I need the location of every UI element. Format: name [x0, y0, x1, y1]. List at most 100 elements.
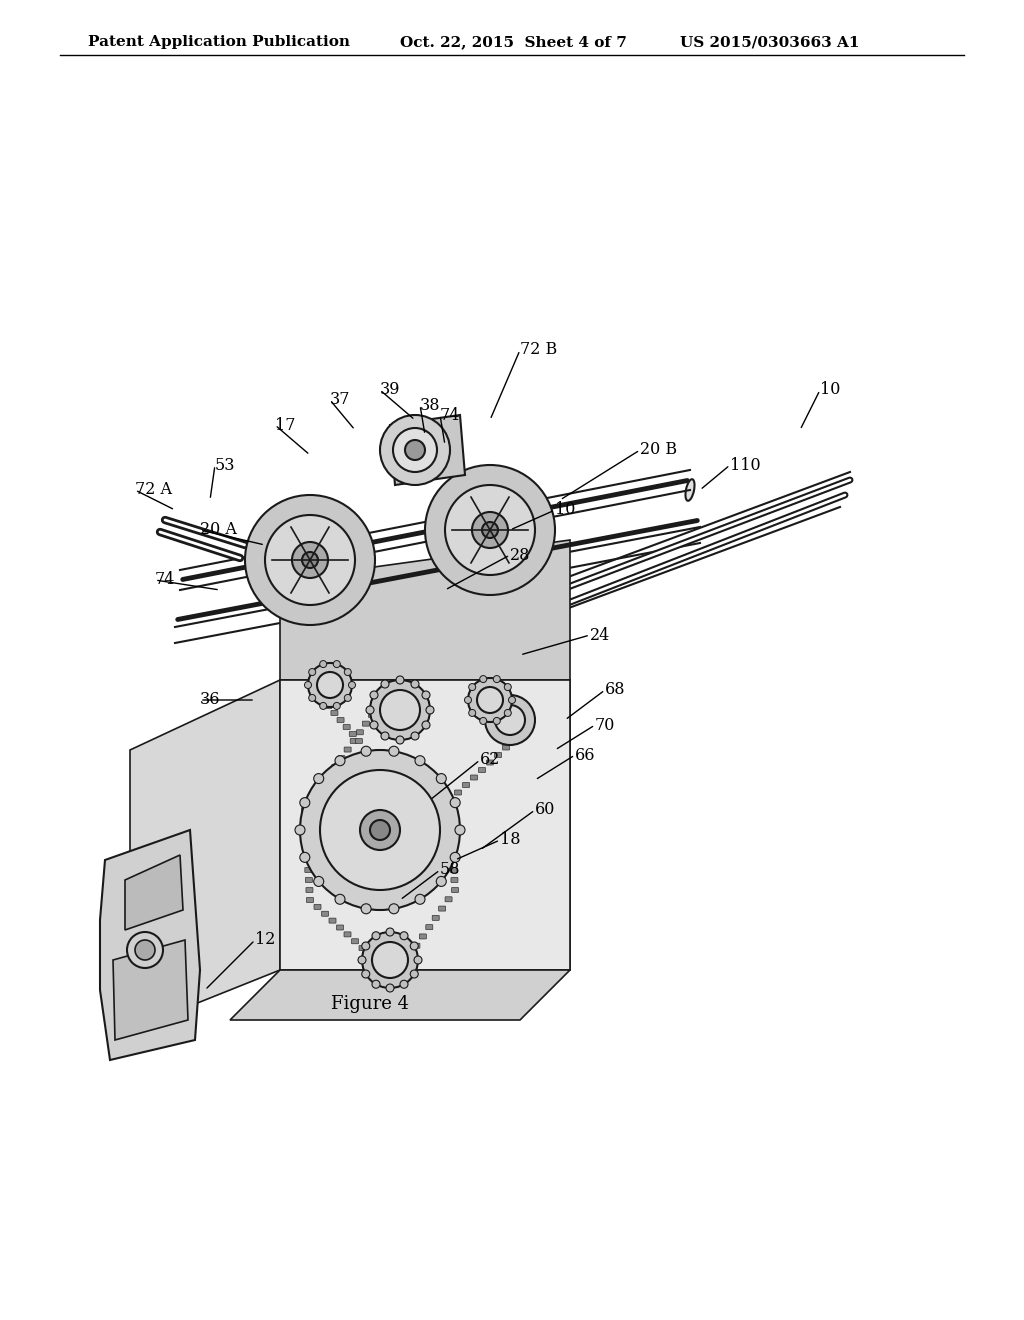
FancyBboxPatch shape — [344, 747, 351, 752]
FancyBboxPatch shape — [449, 837, 456, 842]
Circle shape — [292, 543, 328, 578]
Circle shape — [389, 746, 399, 756]
FancyBboxPatch shape — [312, 689, 319, 694]
FancyBboxPatch shape — [511, 704, 518, 709]
Circle shape — [348, 681, 355, 689]
FancyBboxPatch shape — [511, 738, 517, 742]
Circle shape — [362, 932, 418, 987]
Polygon shape — [125, 855, 183, 931]
Text: 72 B: 72 B — [520, 342, 557, 359]
Circle shape — [319, 702, 327, 709]
Circle shape — [386, 928, 394, 936]
Circle shape — [245, 495, 375, 624]
Text: 53: 53 — [215, 457, 236, 474]
Text: 10: 10 — [820, 381, 841, 399]
Text: 20 A: 20 A — [200, 521, 237, 539]
FancyBboxPatch shape — [344, 932, 351, 937]
Circle shape — [344, 694, 351, 701]
FancyBboxPatch shape — [306, 887, 313, 892]
Circle shape — [415, 894, 425, 904]
Circle shape — [451, 853, 460, 862]
Circle shape — [308, 694, 315, 701]
Circle shape — [381, 733, 389, 741]
Circle shape — [415, 756, 425, 766]
Circle shape — [127, 932, 163, 968]
Text: Patent Application Publication: Patent Application Publication — [88, 36, 350, 49]
Ellipse shape — [685, 479, 694, 500]
Text: 58: 58 — [440, 862, 461, 879]
Circle shape — [468, 678, 512, 722]
Text: 12: 12 — [255, 932, 275, 949]
FancyBboxPatch shape — [450, 858, 457, 862]
Circle shape — [425, 465, 555, 595]
Circle shape — [455, 825, 465, 836]
FancyBboxPatch shape — [426, 924, 433, 929]
FancyBboxPatch shape — [331, 710, 338, 715]
Circle shape — [494, 718, 501, 725]
FancyBboxPatch shape — [478, 767, 485, 772]
FancyBboxPatch shape — [355, 738, 362, 743]
FancyBboxPatch shape — [450, 847, 457, 853]
Circle shape — [479, 718, 486, 725]
FancyBboxPatch shape — [325, 704, 332, 709]
Polygon shape — [390, 414, 465, 484]
Circle shape — [308, 668, 315, 676]
FancyBboxPatch shape — [451, 878, 458, 883]
Text: 20 B: 20 B — [640, 441, 677, 458]
FancyBboxPatch shape — [518, 711, 525, 715]
Polygon shape — [100, 830, 200, 1060]
Circle shape — [360, 810, 400, 850]
FancyBboxPatch shape — [503, 744, 510, 750]
Circle shape — [477, 686, 503, 713]
Text: 17: 17 — [275, 417, 296, 433]
Circle shape — [380, 690, 420, 730]
Circle shape — [361, 942, 370, 950]
Circle shape — [366, 706, 374, 714]
FancyBboxPatch shape — [301, 808, 308, 813]
Circle shape — [313, 774, 324, 784]
Circle shape — [504, 709, 511, 717]
FancyBboxPatch shape — [362, 721, 370, 726]
FancyBboxPatch shape — [470, 775, 477, 780]
Circle shape — [469, 709, 476, 717]
Circle shape — [300, 853, 310, 862]
Circle shape — [344, 668, 351, 676]
Circle shape — [422, 721, 430, 729]
Text: 18: 18 — [500, 832, 520, 849]
Text: Oct. 22, 2015  Sheet 4 of 7: Oct. 22, 2015 Sheet 4 of 7 — [400, 36, 627, 49]
FancyBboxPatch shape — [518, 730, 525, 735]
Circle shape — [414, 956, 422, 964]
FancyBboxPatch shape — [451, 867, 458, 873]
Circle shape — [396, 676, 404, 684]
Text: 62: 62 — [480, 751, 501, 768]
FancyBboxPatch shape — [486, 760, 494, 766]
FancyBboxPatch shape — [314, 904, 321, 909]
Circle shape — [386, 983, 394, 993]
Circle shape — [411, 942, 418, 950]
Text: Figure 4: Figure 4 — [331, 995, 409, 1012]
FancyBboxPatch shape — [313, 791, 321, 795]
Circle shape — [372, 932, 380, 940]
Circle shape — [406, 440, 425, 459]
Text: 38: 38 — [420, 396, 440, 413]
FancyBboxPatch shape — [343, 725, 350, 730]
FancyBboxPatch shape — [447, 808, 454, 813]
Circle shape — [396, 737, 404, 744]
Circle shape — [372, 942, 408, 978]
Circle shape — [358, 956, 366, 964]
Circle shape — [361, 746, 371, 756]
FancyBboxPatch shape — [304, 858, 311, 862]
Text: US 2015/0303663 A1: US 2015/0303663 A1 — [680, 36, 859, 49]
FancyBboxPatch shape — [420, 935, 426, 939]
Circle shape — [135, 940, 155, 960]
FancyBboxPatch shape — [495, 752, 502, 758]
FancyBboxPatch shape — [407, 953, 414, 957]
Circle shape — [319, 770, 440, 890]
Circle shape — [411, 733, 419, 741]
Circle shape — [370, 690, 378, 700]
Circle shape — [465, 697, 471, 704]
FancyBboxPatch shape — [329, 919, 336, 923]
FancyBboxPatch shape — [446, 797, 454, 803]
Circle shape — [304, 681, 311, 689]
Circle shape — [451, 797, 460, 808]
